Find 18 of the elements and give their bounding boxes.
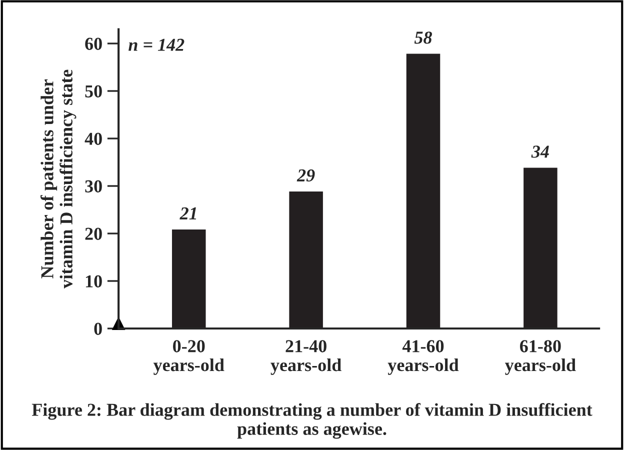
x-tick-label: 21-40 years-old (270, 340, 342, 375)
y-tick-label: 50 (85, 85, 102, 98)
y-axis-title: Number of patients under vitamin D insufficiency state (40, 70, 76, 288)
data-label: 21 (180, 207, 196, 220)
data-label: 34 (531, 146, 549, 158)
x-tick-label: 0-20 years-old (153, 340, 224, 375)
data-label: 29 (296, 169, 315, 182)
x-tick-label: 41-60 years-old (388, 340, 459, 375)
x-tick-label: 61-80 years-old (505, 340, 576, 375)
y-tick-label: 0 (94, 322, 102, 335)
y-tick-label: 40 (84, 132, 102, 145)
annotation: n = 142 (128, 38, 184, 51)
y-tick-label: 60 (85, 38, 102, 50)
y-tick-label: 20 (85, 228, 102, 240)
data-label: 58 (414, 32, 432, 44)
y-tick-label: 30 (85, 180, 102, 192)
caption: Figure 2: Bar diagram demonstrating a number of vitamin D insufficient patients as agewise. (32, 403, 592, 439)
y-tick-label: 10 (86, 275, 102, 288)
